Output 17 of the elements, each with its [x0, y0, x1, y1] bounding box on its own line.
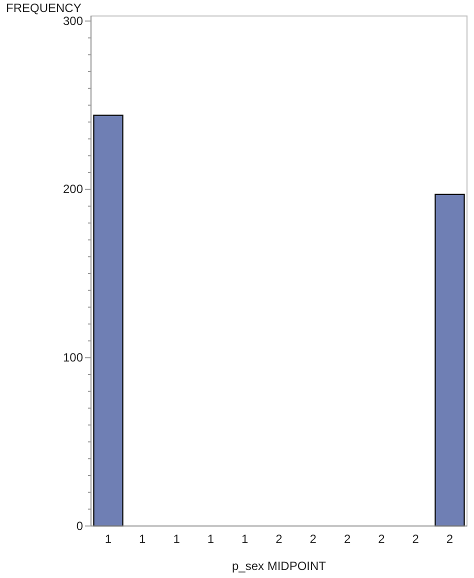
x-tick-label: 1	[104, 532, 112, 546]
x-tick-label: 1	[139, 532, 146, 546]
x-tick-label: 1	[173, 532, 180, 546]
x-tick-label: 2	[378, 532, 386, 546]
x-tick-label: 1	[207, 532, 214, 546]
y-tick-label: 300	[62, 14, 84, 28]
y-tick-label: 100	[62, 350, 84, 365]
y-tick-label: 200	[62, 182, 84, 196]
x-tick-label: 2	[344, 532, 351, 546]
y-tick-label: 0	[76, 518, 84, 533]
x-tick-label: 2	[276, 532, 283, 546]
y-axis-title: FREQUENCY	[6, 1, 82, 15]
x-tick-label: 1	[242, 532, 249, 546]
x-tick-label: 2	[310, 532, 317, 546]
x-tick-label: 2	[446, 532, 454, 546]
x-axis-title: p_sex MIDPOINT	[232, 559, 327, 573]
x-tick-label: 2	[412, 532, 420, 546]
